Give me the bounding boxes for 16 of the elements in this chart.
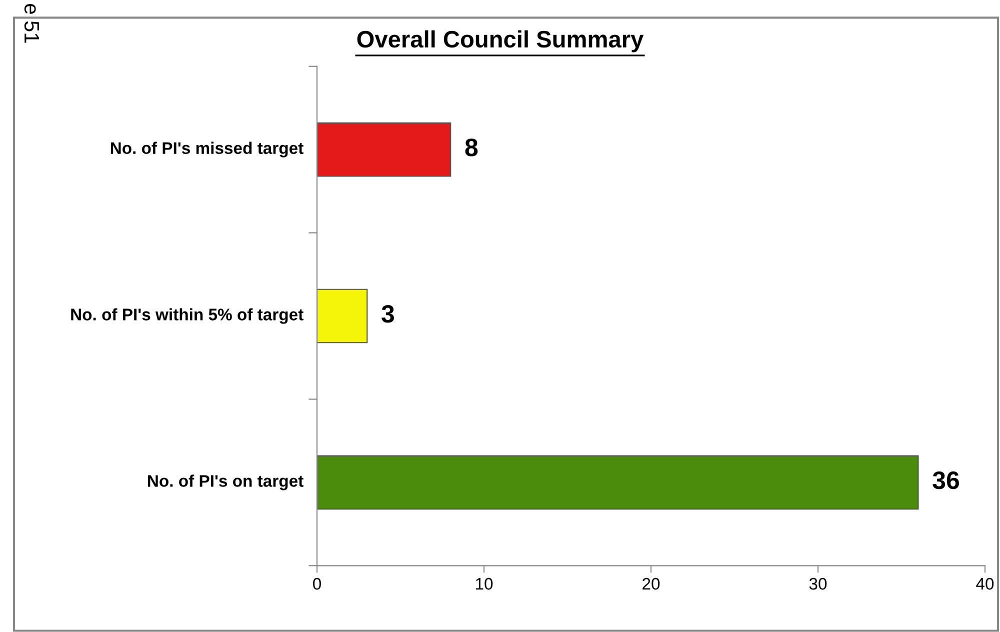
x-tick-label: 20 xyxy=(642,578,660,590)
y-tick-label: No. of PI's missed target xyxy=(110,142,304,158)
bar xyxy=(317,288,368,344)
bar xyxy=(317,122,452,177)
x-tick-label: 10 xyxy=(476,578,493,590)
y-tick-label: No. of PI's on target xyxy=(148,474,304,490)
data-label: 36 xyxy=(932,471,959,490)
bar xyxy=(317,455,919,510)
data-label: 3 xyxy=(382,305,394,323)
text: e 51 xyxy=(24,4,39,43)
x-tick-label: 40 xyxy=(976,578,994,590)
x-tick-label: 30 xyxy=(809,578,827,590)
y-tick-label: No. of PI's within 5% of target xyxy=(71,308,304,324)
data-label: 8 xyxy=(465,138,478,156)
x-tick-label: 0 xyxy=(313,578,321,590)
chart-title: Overall Council Summary xyxy=(357,30,644,52)
